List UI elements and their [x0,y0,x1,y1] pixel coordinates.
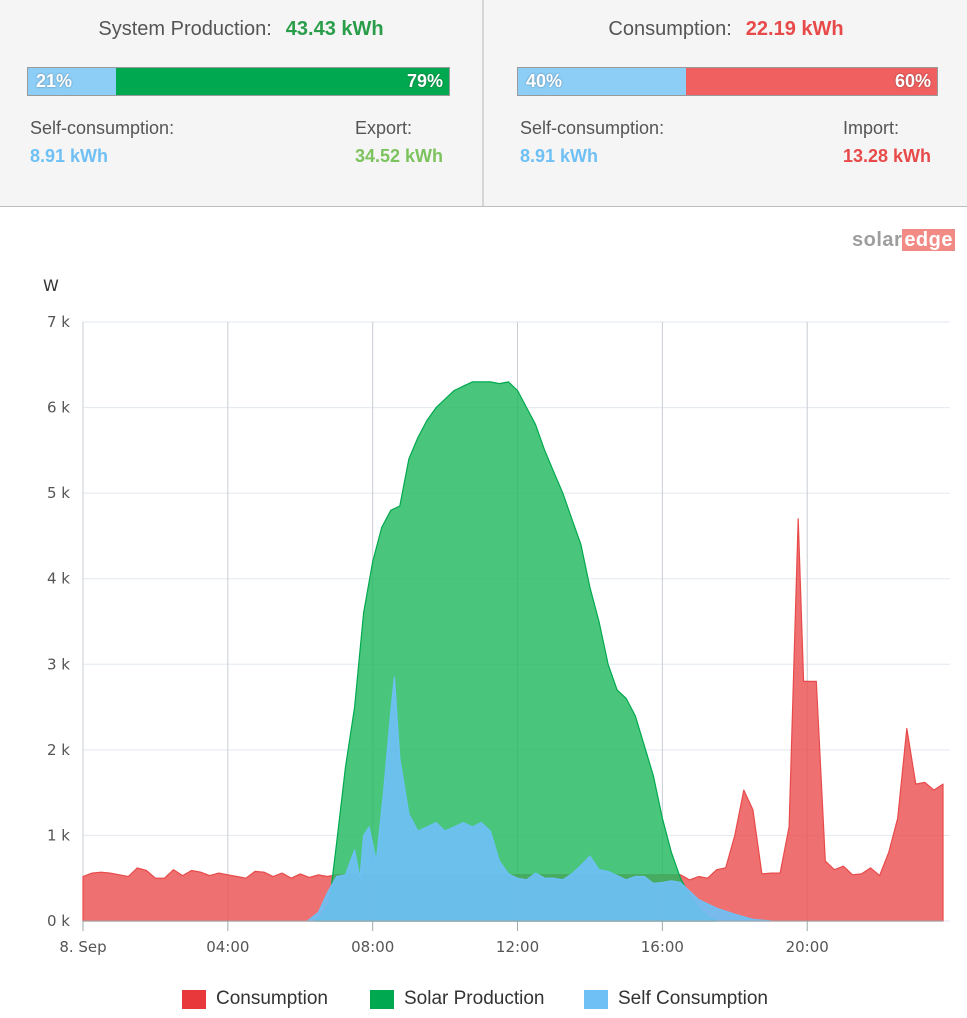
solaredge-logo: solar edge [852,229,955,252]
self-consumption-area [306,676,772,922]
consumption-self-value: 8.91 kWh [520,146,599,166]
y-tick-label: 7 k [47,313,70,331]
production-self-label: Self-consumption: [30,118,175,138]
y-tick-label: 3 k [47,655,70,673]
consumption-value: 22.19 kWh [745,18,844,40]
production-export-segment: 79% [116,68,449,95]
chart-areas [82,381,944,922]
production-self-value: 8.91 kWh [30,146,109,166]
legend-self-swatch [584,989,608,1009]
consumption-label: Consumption: [608,18,732,40]
summary-divider [482,0,484,206]
production-headline: System Production: 43.43 kWh [0,18,482,41]
consumption-self-segment: 40% [518,68,686,95]
legend-self-label: Self Consumption [618,988,768,1009]
chart-axes: 0 k 1 k 2 k 3 k 4 k 5 k 6 k 7 k 8. Sep 04:00 08:00… [47,313,943,956]
consumption-self-label: Self-consumption: [520,118,665,138]
y-tick-label: 1 k [47,826,70,844]
export-label: Export: [355,118,413,138]
solar-production-area [314,381,718,922]
consumption-headline: Consumption: 22.19 kWh [485,18,967,41]
legend-self-consumption[interactable]: Self Consumption [584,988,768,1010]
x-tick-label: 8. Sep [59,938,106,956]
x-tick-label: 04:00 [206,938,249,956]
production-bar: 21% 79% [27,67,450,96]
logo-part1: solar [852,229,903,251]
consumption-area [82,518,944,922]
x-tick-label: 08:00 [351,938,394,956]
production-label: System Production: [98,18,272,40]
legend-solar-swatch [370,989,394,1009]
x-tick-label: 20:00 [786,938,829,956]
y-tick-label: 6 k [47,399,70,417]
consumption-import-pct: 60% [894,71,931,91]
consumption-bar: 40% 60% [517,67,938,96]
production-self-pct: 21% [36,71,73,91]
import-value: 13.28 kWh [843,146,932,166]
x-tick-label: 12:00 [496,938,539,956]
y-tick-label: 5 k [47,484,70,502]
production-value: 43.43 kWh [285,18,384,40]
export-value: 34.52 kWh [355,146,444,166]
production-self-segment: 21% [28,68,117,95]
production-panel: System Production: 43.43 kWh 21% 79% Self… [0,0,482,206]
legend-solar-label: Solar Production [404,988,545,1009]
production-export-pct: 79% [406,71,443,91]
y-axis-label: W [43,276,59,295]
logo-part2: edge [902,229,955,251]
import-label: Import: [843,118,900,138]
chart-legend: Consumption Solar Production Self Consum… [0,988,967,1014]
x-tick-label: 16:00 [641,938,684,956]
consumption-self-pct: 40% [526,71,563,91]
consumption-panel: Consumption: 22.19 kWh 40% 60% Self-consu… [485,0,967,206]
y-tick-label: 4 k [47,570,70,588]
legend-consumption-label: Consumption [216,988,328,1009]
y-tick-label: 2 k [47,741,70,759]
summary-panel: System Production: 43.43 kWh 21% 79% Self… [0,0,967,207]
legend-solar-production[interactable]: Solar Production [370,988,544,1010]
y-tick-label: 0 k [47,912,70,930]
power-chart: 0 k 1 k 2 k 3 k 4 k 5 k 6 k 7 k 8. Sep 04:00 08:00… [43,276,950,956]
legend-consumption[interactable]: Consumption [182,988,328,1010]
consumption-import-segment: 60% [685,68,937,95]
legend-consumption-swatch [182,989,206,1009]
